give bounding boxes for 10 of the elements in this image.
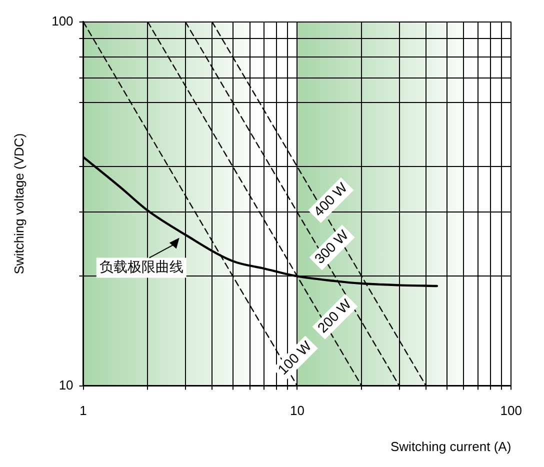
text: 200 W bbox=[314, 295, 355, 336]
x-tick-label: 100 bbox=[500, 403, 522, 418]
annotation: 负载极限曲线 bbox=[99, 258, 184, 275]
text: 100 W bbox=[274, 337, 315, 378]
y-axis-title: Switching voltage (VDC) bbox=[11, 133, 26, 274]
x-tick-label: 1 bbox=[80, 403, 87, 418]
text: 300 W bbox=[311, 226, 352, 267]
x-tick-label: 10 bbox=[290, 403, 304, 418]
text: 400 W bbox=[310, 178, 351, 220]
x-axis-title: Switching current (A) bbox=[390, 438, 512, 454]
